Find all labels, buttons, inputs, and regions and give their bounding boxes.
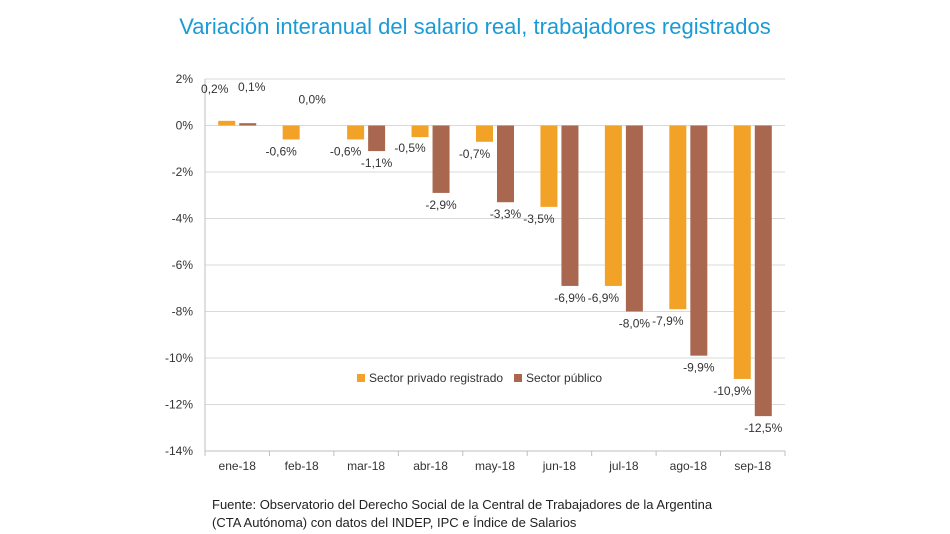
source-line-1: Fuente: Observatorio del Derecho Social … xyxy=(212,497,713,512)
y-tick-label: -10% xyxy=(165,351,193,365)
y-tick-label: -12% xyxy=(165,398,193,412)
y-tick-label: -2% xyxy=(172,165,194,179)
data-labels: 0,2% 0,1%-0,6%0,0%-0,6%-1,1%-0,5%-2,9%-0,… xyxy=(201,80,783,435)
source-line-2: (CTA Autónoma) con datos del INDEP, IPC … xyxy=(212,515,577,530)
bars xyxy=(218,120,772,417)
data-label: -6,9% xyxy=(588,291,620,305)
data-label: -7,9% xyxy=(652,314,684,328)
y-tick-label: -4% xyxy=(172,212,194,226)
data-label: -0,6% xyxy=(330,144,362,158)
x-tick-label: ene-18 xyxy=(219,459,257,473)
chart-title: Variación interanual del salario real, t… xyxy=(179,14,771,39)
bar xyxy=(540,125,558,207)
data-label: -2,9% xyxy=(425,198,457,212)
x-tick-label: feb-18 xyxy=(285,459,319,473)
data-label: -6,9% xyxy=(554,291,586,305)
legend: Sector privado registrado Sector público xyxy=(357,371,602,385)
data-label: 0,1% xyxy=(238,80,266,94)
bar xyxy=(218,120,236,126)
bar xyxy=(432,125,450,193)
data-label: -12,5% xyxy=(744,421,782,435)
data-label: -0,5% xyxy=(394,141,426,155)
y-tick-label: -6% xyxy=(172,258,194,272)
bar xyxy=(476,125,493,142)
y-axis: 2% 0% -2% -4% -6% -8% -10% -12% -14% xyxy=(165,72,206,458)
data-label: -9,9% xyxy=(683,361,715,375)
x-tick-label: sep-18 xyxy=(734,459,771,473)
y-tick-label: -14% xyxy=(165,444,193,458)
bar xyxy=(669,125,687,310)
data-label: -1,1% xyxy=(361,156,393,170)
data-label: -10,9% xyxy=(713,384,751,398)
data-label: -3,5% xyxy=(523,212,555,226)
bar xyxy=(411,125,429,138)
legend-label: Sector privado registrado xyxy=(369,371,503,385)
bar xyxy=(561,125,579,286)
bar xyxy=(368,125,386,152)
bar xyxy=(690,125,708,356)
data-label: -0,7% xyxy=(459,147,491,161)
bar xyxy=(347,125,365,140)
y-tick-label: 2% xyxy=(176,72,194,86)
x-tick-label: mar-18 xyxy=(347,459,385,473)
x-tick-label: abr-18 xyxy=(413,459,448,473)
bar xyxy=(625,125,643,312)
legend-swatch xyxy=(514,374,522,382)
data-label: 0,0% xyxy=(298,93,326,107)
legend-label: Sector público xyxy=(526,371,602,385)
bar xyxy=(497,125,514,203)
x-tick-label: ago-18 xyxy=(670,459,708,473)
x-tick-label: may-18 xyxy=(475,459,515,473)
data-label: 0,2% xyxy=(201,82,229,96)
bar xyxy=(604,125,622,286)
bar xyxy=(754,125,772,417)
x-tick-label: jul-18 xyxy=(608,459,639,473)
data-label: -3,3% xyxy=(490,207,522,221)
y-tick-label: 0% xyxy=(176,119,194,133)
bar xyxy=(239,123,257,126)
y-tick-label: -8% xyxy=(172,305,194,319)
x-axis: ene-18 feb-18 mar-18 abr-18 may-18 jun-18 jul-… xyxy=(204,450,786,473)
data-label: -8,0% xyxy=(619,317,651,331)
bar xyxy=(733,125,751,379)
bar xyxy=(282,125,300,140)
data-label: -0,6% xyxy=(265,144,297,158)
legend-swatch xyxy=(357,374,365,382)
source-note: Fuente: Observatorio del Derecho Social … xyxy=(212,496,892,532)
x-tick-label: jun-18 xyxy=(542,459,577,473)
